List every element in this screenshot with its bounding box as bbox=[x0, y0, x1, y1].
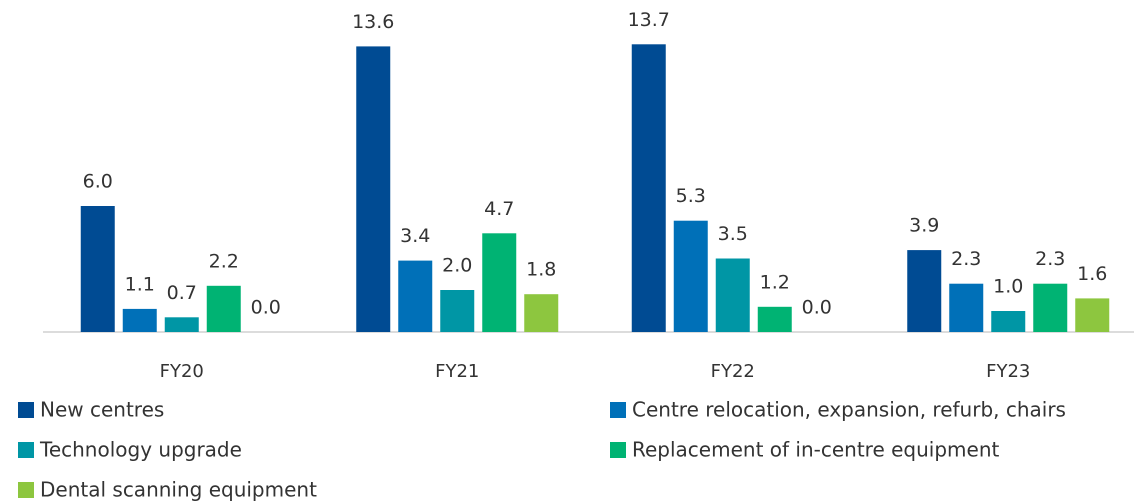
bar bbox=[440, 290, 475, 332]
bar bbox=[482, 233, 517, 332]
legend-swatch bbox=[18, 482, 34, 498]
x-tick-label: FY21 bbox=[435, 361, 479, 382]
x-tick-label: FY22 bbox=[711, 361, 755, 382]
data-label: 3.4 bbox=[400, 225, 430, 247]
data-label: 2.0 bbox=[442, 255, 472, 277]
x-tick-label: FY20 bbox=[160, 361, 204, 382]
data-label: 6.0 bbox=[83, 171, 113, 193]
bar bbox=[715, 258, 750, 332]
x-tick-label: FY23 bbox=[986, 361, 1030, 382]
data-label: 1.2 bbox=[760, 271, 790, 293]
legend-swatch bbox=[18, 442, 34, 458]
bar bbox=[122, 308, 157, 332]
data-label: 2.3 bbox=[951, 248, 981, 270]
bar bbox=[356, 46, 391, 333]
legend-label: Dental scanning equipment bbox=[40, 478, 317, 502]
data-label: 3.5 bbox=[718, 223, 748, 245]
bar bbox=[164, 317, 199, 332]
data-label: 5.3 bbox=[676, 185, 706, 207]
data-label: 1.8 bbox=[526, 259, 556, 281]
bar bbox=[757, 306, 792, 332]
legend-label: Centre relocation, expansion, refurb, ch… bbox=[632, 398, 1066, 422]
bar bbox=[673, 220, 708, 332]
bar bbox=[1033, 283, 1068, 332]
bar bbox=[80, 206, 115, 332]
data-label: 1.6 bbox=[1077, 263, 1107, 285]
bar bbox=[1075, 298, 1110, 332]
data-label: 0.0 bbox=[802, 297, 832, 319]
data-label: 2.2 bbox=[209, 250, 239, 272]
legend-swatch bbox=[18, 402, 34, 418]
legend-swatch bbox=[610, 402, 626, 418]
bar bbox=[949, 283, 984, 332]
data-label: 13.6 bbox=[352, 11, 394, 33]
bar bbox=[206, 285, 241, 332]
legend-label: New centres bbox=[40, 398, 164, 422]
legend-label: Replacement of in-centre equipment bbox=[632, 438, 1000, 462]
bar bbox=[907, 250, 942, 332]
legend-label: Technology upgrade bbox=[39, 438, 242, 462]
bar bbox=[631, 44, 666, 333]
data-label: 1.0 bbox=[993, 276, 1023, 298]
data-label: 0.0 bbox=[251, 297, 281, 319]
data-label: 0.7 bbox=[167, 282, 197, 304]
data-label: 1.1 bbox=[125, 273, 155, 295]
legend-swatch bbox=[610, 442, 626, 458]
bar bbox=[398, 260, 433, 332]
data-label: 2.3 bbox=[1035, 248, 1065, 270]
data-label: 13.7 bbox=[628, 9, 670, 31]
data-label: 3.9 bbox=[909, 215, 939, 237]
bar bbox=[524, 294, 559, 332]
data-label: 4.7 bbox=[484, 198, 514, 220]
bar bbox=[991, 311, 1026, 332]
